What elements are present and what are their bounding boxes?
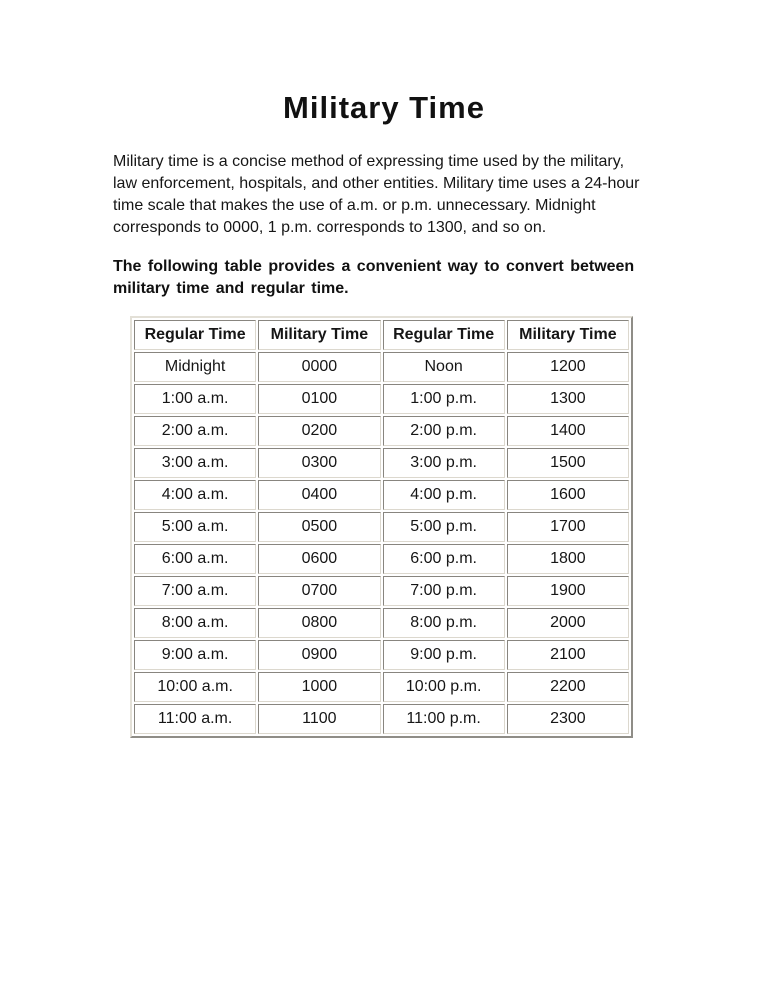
table-cell: 1500 [506, 448, 629, 478]
table-cell: Midnight [134, 352, 257, 382]
table-caption-paragraph: The following table provides a convenien… [113, 256, 673, 300]
table-row: 2:00 a.m. 0200 2:00 p.m. 1400 [134, 416, 629, 446]
time-conversion-table: Regular Time Military Time Regular Time … [130, 316, 633, 738]
table-cell: Noon [382, 352, 505, 382]
table-cell: 1900 [506, 576, 629, 606]
table-row: 9:00 a.m. 0900 9:00 p.m. 2100 [134, 640, 629, 670]
table-row: 3:00 a.m. 0300 3:00 p.m. 1500 [134, 448, 629, 478]
subtitle-line: The following table provides a convenien… [113, 258, 635, 275]
table-cell: 1400 [506, 416, 629, 446]
column-header-military-time-2: Military Time [506, 320, 629, 350]
table-cell: 0400 [258, 480, 381, 510]
table-cell: 1:00 a.m. [134, 384, 257, 414]
table-cell: 7:00 p.m. [382, 576, 505, 606]
table-cell: 8:00 a.m. [134, 608, 257, 638]
table-cell: 1:00 p.m. [382, 384, 505, 414]
table-cell: 1200 [506, 352, 629, 382]
intro-line: time scale that makes the use of a.m. or… [113, 197, 596, 214]
table-cell: 4:00 a.m. [134, 480, 257, 510]
table-cell: 0200 [258, 416, 381, 446]
table-header-row: Regular Time Military Time Regular Time … [134, 320, 629, 350]
table-cell: 2200 [506, 672, 629, 702]
table-cell: 1600 [506, 480, 629, 510]
table-cell: 1800 [506, 544, 629, 574]
table-cell: 2:00 p.m. [382, 416, 505, 446]
column-header-military-time-1: Military Time [258, 320, 381, 350]
table-cell: 10:00 a.m. [134, 672, 257, 702]
table-cell: 6:00 a.m. [134, 544, 257, 574]
table-row: 6:00 a.m. 0600 6:00 p.m. 1800 [134, 544, 629, 574]
table-cell: 0700 [258, 576, 381, 606]
table-row: 11:00 a.m. 1100 11:00 p.m. 2300 [134, 704, 629, 734]
table-row: Midnight 0000 Noon 1200 [134, 352, 629, 382]
table-cell: 8:00 p.m. [382, 608, 505, 638]
table-cell: 4:00 p.m. [382, 480, 505, 510]
table-cell: 1300 [506, 384, 629, 414]
intro-paragraph: Military time is a concise method of exp… [113, 151, 673, 239]
intro-line: corresponds to 0000, 1 p.m. corresponds … [113, 219, 547, 236]
table-row: 7:00 a.m. 0700 7:00 p.m. 1900 [134, 576, 629, 606]
table-cell: 0800 [258, 608, 381, 638]
table-cell: 0500 [258, 512, 381, 542]
table-row: 4:00 a.m. 0400 4:00 p.m. 1600 [134, 480, 629, 510]
subtitle-line: military time and regular time. [113, 280, 349, 297]
intro-line: law enforcement, hospitals, and other en… [113, 175, 640, 192]
table-row: 10:00 a.m. 1000 10:00 p.m. 2200 [134, 672, 629, 702]
table-cell: 0600 [258, 544, 381, 574]
table-row: 5:00 a.m. 0500 5:00 p.m. 1700 [134, 512, 629, 542]
table-cell: 0000 [258, 352, 381, 382]
intro-line: Military time is a concise method of exp… [113, 153, 625, 170]
table-cell: 5:00 p.m. [382, 512, 505, 542]
table-cell: 0100 [258, 384, 381, 414]
table-cell: 2:00 a.m. [134, 416, 257, 446]
table-cell: 10:00 p.m. [382, 672, 505, 702]
table-cell: 1000 [258, 672, 381, 702]
table-cell: 2100 [506, 640, 629, 670]
table-row: 8:00 a.m. 0800 8:00 p.m. 2000 [134, 608, 629, 638]
table-cell: 11:00 p.m. [382, 704, 505, 734]
table-cell: 7:00 a.m. [134, 576, 257, 606]
table-cell: 1700 [506, 512, 629, 542]
table-cell: 2000 [506, 608, 629, 638]
table-cell: 3:00 a.m. [134, 448, 257, 478]
table-row: 1:00 a.m. 0100 1:00 p.m. 1300 [134, 384, 629, 414]
table-cell: 5:00 a.m. [134, 512, 257, 542]
table-cell: 9:00 p.m. [382, 640, 505, 670]
column-header-regular-time-2: Regular Time [382, 320, 505, 350]
table-cell: 1100 [258, 704, 381, 734]
table-cell: 9:00 a.m. [134, 640, 257, 670]
table-cell: 11:00 a.m. [134, 704, 257, 734]
table-cell: 0900 [258, 640, 381, 670]
column-header-regular-time-1: Regular Time [134, 320, 257, 350]
table-cell: 6:00 p.m. [382, 544, 505, 574]
page-title: Military Time [283, 90, 485, 125]
table-cell: 0300 [258, 448, 381, 478]
table-cell: 3:00 p.m. [382, 448, 505, 478]
table-cell: 2300 [506, 704, 629, 734]
